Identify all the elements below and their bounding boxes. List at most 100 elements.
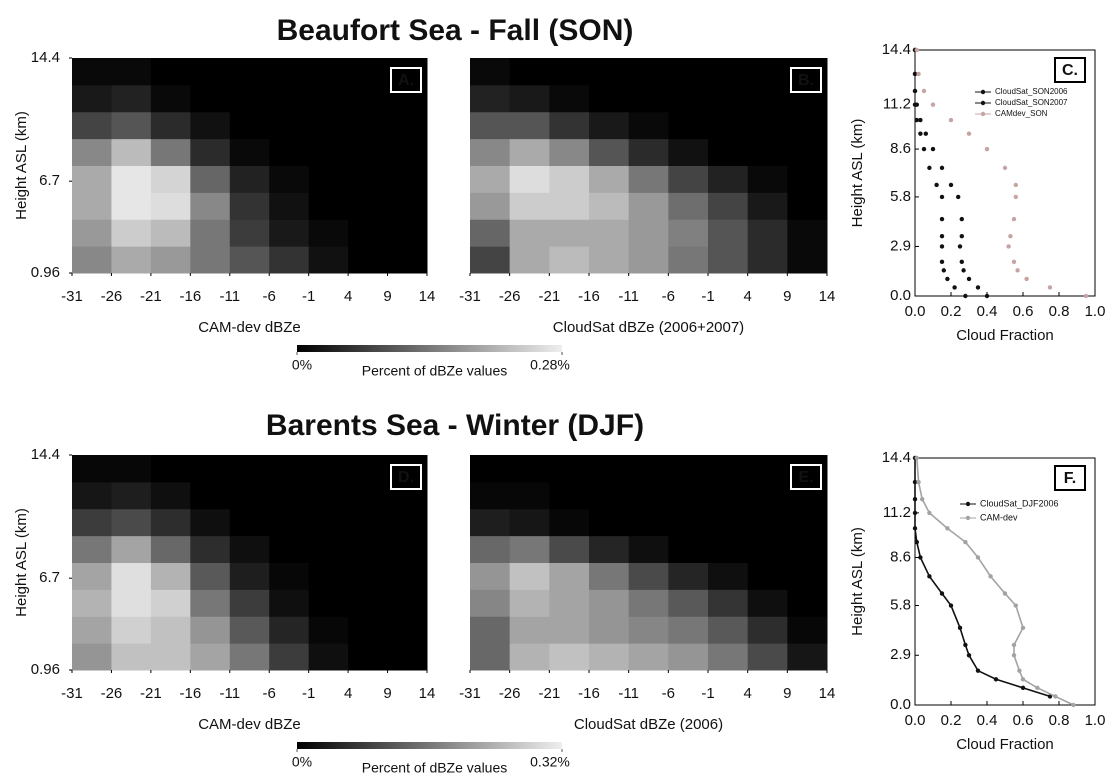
- heat-cell: [589, 84, 630, 113]
- heat-cell: [348, 58, 389, 86]
- heat-cell: [111, 219, 152, 247]
- heat-cell: [628, 508, 669, 537]
- panel-label: E.: [798, 469, 813, 486]
- y-tick-label: 6.7: [39, 172, 60, 189]
- heat-cell: [787, 616, 828, 644]
- heat-cell: [387, 616, 428, 644]
- heat-cell: [190, 508, 231, 537]
- heat-cell: [708, 138, 749, 166]
- heat-cell: [348, 246, 389, 274]
- heat-cell: [628, 643, 669, 671]
- heat-cell: [747, 508, 788, 537]
- heat-cell: [348, 643, 389, 671]
- heat-cell: [72, 616, 112, 644]
- heat-cell: [628, 84, 669, 113]
- heat-cell: [387, 508, 428, 537]
- heat-cell: [708, 84, 749, 113]
- heat-cell: [190, 84, 231, 113]
- heat-cell: [509, 219, 550, 247]
- data-point: [939, 165, 945, 171]
- heat-cell: [229, 455, 270, 483]
- x-tick-label: -1: [701, 288, 714, 305]
- x-tick-label: -26: [101, 685, 123, 702]
- data-point: [975, 555, 981, 560]
- heat-cell: [747, 246, 788, 274]
- heat-cell: [628, 165, 669, 193]
- heat-cell: [549, 58, 590, 86]
- heat-cell: [348, 589, 389, 617]
- heat-cell: [549, 508, 590, 537]
- plot-frame: [914, 457, 1096, 706]
- data-point: [914, 539, 919, 545]
- data-point: [1083, 293, 1089, 299]
- heat-cell: [229, 616, 270, 644]
- heat-cell: [589, 58, 630, 86]
- data-point: [1020, 625, 1026, 631]
- panel-label: A.: [398, 72, 414, 89]
- y-tick-label: 11.2: [883, 96, 911, 113]
- panel-label-box: [1054, 465, 1086, 491]
- colorbar-tick-label: 0%: [292, 357, 312, 373]
- x-tick-label: -11: [219, 288, 240, 305]
- data-point: [948, 603, 954, 608]
- heat-cell: [708, 535, 749, 563]
- heat-cell: [150, 246, 191, 274]
- heat-cell: [628, 616, 669, 644]
- heat-cell: [111, 562, 152, 590]
- x-tick-label: -1: [302, 685, 315, 702]
- heat-cell: [668, 219, 709, 247]
- data-point: [988, 574, 993, 579]
- heat-cell: [668, 58, 709, 86]
- colorbar-tick-label: 0.28%: [530, 357, 570, 373]
- data-point: [963, 293, 968, 299]
- heat-cell: [628, 589, 669, 617]
- legend-marker: [980, 89, 986, 95]
- heat-cell: [348, 562, 389, 590]
- heat-cell: [72, 84, 112, 113]
- data-point: [957, 625, 963, 631]
- data-point: [923, 131, 928, 136]
- heat-cell: [589, 111, 630, 140]
- heat-cell: [150, 508, 191, 537]
- heat-cell: [589, 562, 630, 590]
- heat-cell: [668, 111, 709, 140]
- x-tick-label: 0.8: [1049, 712, 1070, 729]
- heat-cell: [549, 219, 590, 247]
- heat-cell: [589, 192, 630, 220]
- colorbar-tick-label: 0%: [292, 754, 312, 770]
- data-point: [948, 117, 954, 123]
- heat-cell: [549, 589, 590, 617]
- x-tick-label: -16: [179, 288, 201, 305]
- data-point: [930, 102, 936, 107]
- heat-cell: [190, 455, 231, 483]
- heat-cell: [470, 192, 511, 220]
- heat-cell: [708, 111, 749, 140]
- heat-cell: [747, 58, 788, 86]
- heat-cell: [787, 165, 828, 193]
- y-tick-label: 0.0: [890, 287, 911, 304]
- x-axis-label: CloudSat dBZe (2006+2007): [553, 319, 744, 336]
- heat-cell: [509, 246, 550, 274]
- heat-cell: [787, 643, 828, 671]
- heat-cell: [348, 455, 389, 483]
- heat-cell: [747, 111, 788, 140]
- heat-cell: [269, 589, 310, 617]
- heat-cell: [72, 246, 112, 274]
- y-tick-label: 0.0: [890, 696, 911, 713]
- heat-cell: [747, 219, 788, 247]
- x-tick-label: -31: [61, 288, 83, 305]
- heat-cell: [470, 165, 511, 193]
- heat-cell: [787, 192, 828, 220]
- heat-cell: [549, 535, 590, 563]
- legend-label: CloudSat_SON2007: [995, 98, 1068, 107]
- data-point: [921, 88, 927, 94]
- heat-cell: [628, 138, 669, 166]
- data-point: [914, 47, 919, 53]
- x-tick-label: 0.6: [1013, 303, 1034, 320]
- heat-cell: [470, 562, 511, 590]
- data-point: [912, 479, 918, 485]
- data-point: [959, 216, 964, 222]
- data-point: [959, 234, 964, 239]
- x-tick-label: -21: [140, 685, 162, 702]
- data-point: [939, 244, 945, 249]
